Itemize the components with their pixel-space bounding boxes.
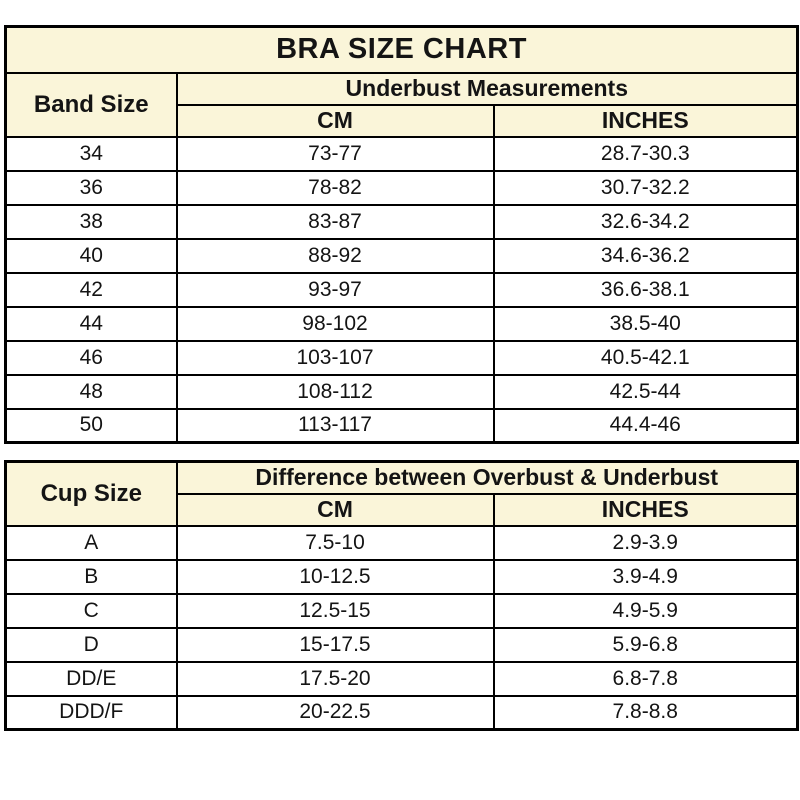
- table-row: D 15-17.5 5.9-6.8: [4, 626, 799, 663]
- cm-column-header: CM: [175, 103, 495, 138]
- cm-value: 93-97: [175, 271, 495, 308]
- table-row: DDD/F 20-22.5 7.8-8.8: [4, 694, 799, 731]
- band-size-value: 38: [4, 203, 178, 240]
- group-header-row: Cup Size Difference between Overbust & U…: [4, 460, 799, 527]
- cm-value: 10-12.5: [175, 558, 495, 595]
- cup-size-value: D: [4, 626, 178, 663]
- inches-value: 44.4-46: [492, 407, 799, 444]
- band-size-value: 42: [4, 271, 178, 308]
- inches-value: 4.9-5.9: [492, 592, 799, 629]
- cup-size-value: A: [4, 524, 178, 561]
- cm-value: 108-112: [175, 373, 495, 410]
- table-row: 44 98-102 38.5-40: [4, 305, 799, 342]
- bra-size-chart-page: BRA SIZE CHART Band Size Underbust Measu…: [4, 25, 800, 731]
- table-row: 42 93-97 36.6-38.1: [4, 271, 799, 308]
- cm-value: 20-22.5: [175, 694, 495, 731]
- cm-value: 78-82: [175, 169, 495, 206]
- band-size-value: 48: [4, 373, 178, 410]
- cm-value: 103-107: [175, 339, 495, 376]
- inches-column-header: INCHES: [492, 103, 799, 138]
- table-row: C 12.5-15 4.9-5.9: [4, 592, 799, 629]
- inches-value: 2.9-3.9: [492, 524, 799, 561]
- cup-size-value: DDD/F: [4, 694, 178, 731]
- group-header-row: Band Size Underbust Measurements: [4, 71, 799, 138]
- inches-value: 30.7-32.2: [492, 169, 799, 206]
- band-size-value: 50: [4, 407, 178, 444]
- band-size-value: 46: [4, 339, 178, 376]
- inches-value: 6.8-7.8: [492, 660, 799, 697]
- cm-value: 7.5-10: [175, 524, 495, 561]
- inches-value: 32.6-34.2: [492, 203, 799, 240]
- band-size-value: 34: [4, 135, 178, 172]
- inches-column-header: INCHES: [492, 492, 799, 527]
- inches-value: 42.5-44: [492, 373, 799, 410]
- table-row: 36 78-82 30.7-32.2: [4, 169, 799, 206]
- table-row: A 7.5-10 2.9-3.9: [4, 524, 799, 561]
- band-size-header: Band Size: [4, 71, 178, 138]
- cm-value: 17.5-20: [175, 660, 495, 697]
- cup-size-value: C: [4, 592, 178, 629]
- inches-value: 38.5-40: [492, 305, 799, 342]
- column-header-row: CM INCHES: [6, 492, 799, 527]
- band-size-value: 40: [4, 237, 178, 274]
- cup-size-value: DD/E: [4, 660, 178, 697]
- inches-value: 28.7-30.3: [492, 135, 799, 172]
- table-row: 34 73-77 28.7-30.3: [4, 135, 799, 172]
- inches-value: 3.9-4.9: [492, 558, 799, 595]
- band-size-value: 36: [4, 169, 178, 206]
- cm-value: 83-87: [175, 203, 495, 240]
- difference-header: Difference between Overbust & Underbust: [175, 460, 799, 495]
- table-row: 50 113-117 44.4-46: [4, 407, 799, 444]
- inches-value: 40.5-42.1: [492, 339, 799, 376]
- cm-value: 12.5-15: [175, 592, 495, 629]
- table-row: DD/E 17.5-20 6.8-7.8: [4, 660, 799, 697]
- table-row: 46 103-107 40.5-42.1: [4, 339, 799, 376]
- cm-value: 113-117: [175, 407, 495, 444]
- page-title: BRA SIZE CHART: [4, 25, 799, 74]
- inches-value: 34.6-36.2: [492, 237, 799, 274]
- cup-size-table: Cup Size Difference between Overbust & U…: [4, 460, 799, 731]
- cm-value: 98-102: [175, 305, 495, 342]
- cm-value: 73-77: [175, 135, 495, 172]
- column-header-row: CM INCHES: [6, 103, 799, 138]
- table-row: 40 88-92 34.6-36.2: [4, 237, 799, 274]
- inches-value: 7.8-8.8: [492, 694, 799, 731]
- band-size-table: BRA SIZE CHART Band Size Underbust Measu…: [4, 25, 800, 444]
- cup-size-value: B: [4, 558, 178, 595]
- table-row: 48 108-112 42.5-44: [4, 373, 799, 410]
- inches-value: 5.9-6.8: [492, 626, 799, 663]
- cm-value: 88-92: [175, 237, 495, 274]
- cup-size-header: Cup Size: [4, 460, 178, 527]
- title-row: BRA SIZE CHART: [4, 25, 799, 74]
- underbust-measurements-header: Underbust Measurements: [175, 71, 799, 106]
- cm-column-header: CM: [175, 492, 495, 527]
- table-row: 38 83-87 32.6-34.2: [4, 203, 799, 240]
- band-size-value: 44: [4, 305, 178, 342]
- inches-value: 36.6-38.1: [492, 271, 799, 308]
- cm-value: 15-17.5: [175, 626, 495, 663]
- table-row: B 10-12.5 3.9-4.9: [4, 558, 799, 595]
